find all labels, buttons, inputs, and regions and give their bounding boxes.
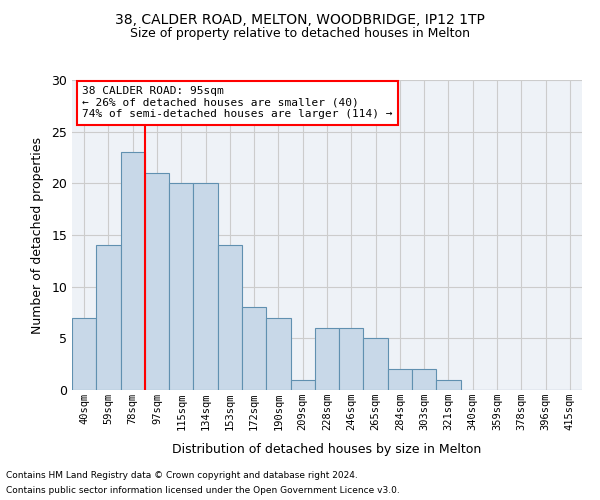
Bar [412,370,436,390]
Bar [242,308,266,390]
Bar [72,318,96,390]
Bar [193,184,218,390]
Bar [315,328,339,390]
Bar [169,184,193,390]
Bar [96,246,121,390]
Text: Contains HM Land Registry data © Crown copyright and database right 2024.: Contains HM Land Registry data © Crown c… [6,471,358,480]
Bar [121,152,145,390]
Bar [218,246,242,390]
Text: Distribution of detached houses by size in Melton: Distribution of detached houses by size … [172,442,482,456]
Bar [388,370,412,390]
Bar [436,380,461,390]
Bar [266,318,290,390]
Bar [145,173,169,390]
Bar [339,328,364,390]
Y-axis label: Number of detached properties: Number of detached properties [31,136,44,334]
Text: Size of property relative to detached houses in Melton: Size of property relative to detached ho… [130,28,470,40]
Text: Contains public sector information licensed under the Open Government Licence v3: Contains public sector information licen… [6,486,400,495]
Bar [290,380,315,390]
Text: 38, CALDER ROAD, MELTON, WOODBRIDGE, IP12 1TP: 38, CALDER ROAD, MELTON, WOODBRIDGE, IP1… [115,12,485,26]
Text: 38 CALDER ROAD: 95sqm
← 26% of detached houses are smaller (40)
74% of semi-deta: 38 CALDER ROAD: 95sqm ← 26% of detached … [82,86,392,120]
Bar [364,338,388,390]
